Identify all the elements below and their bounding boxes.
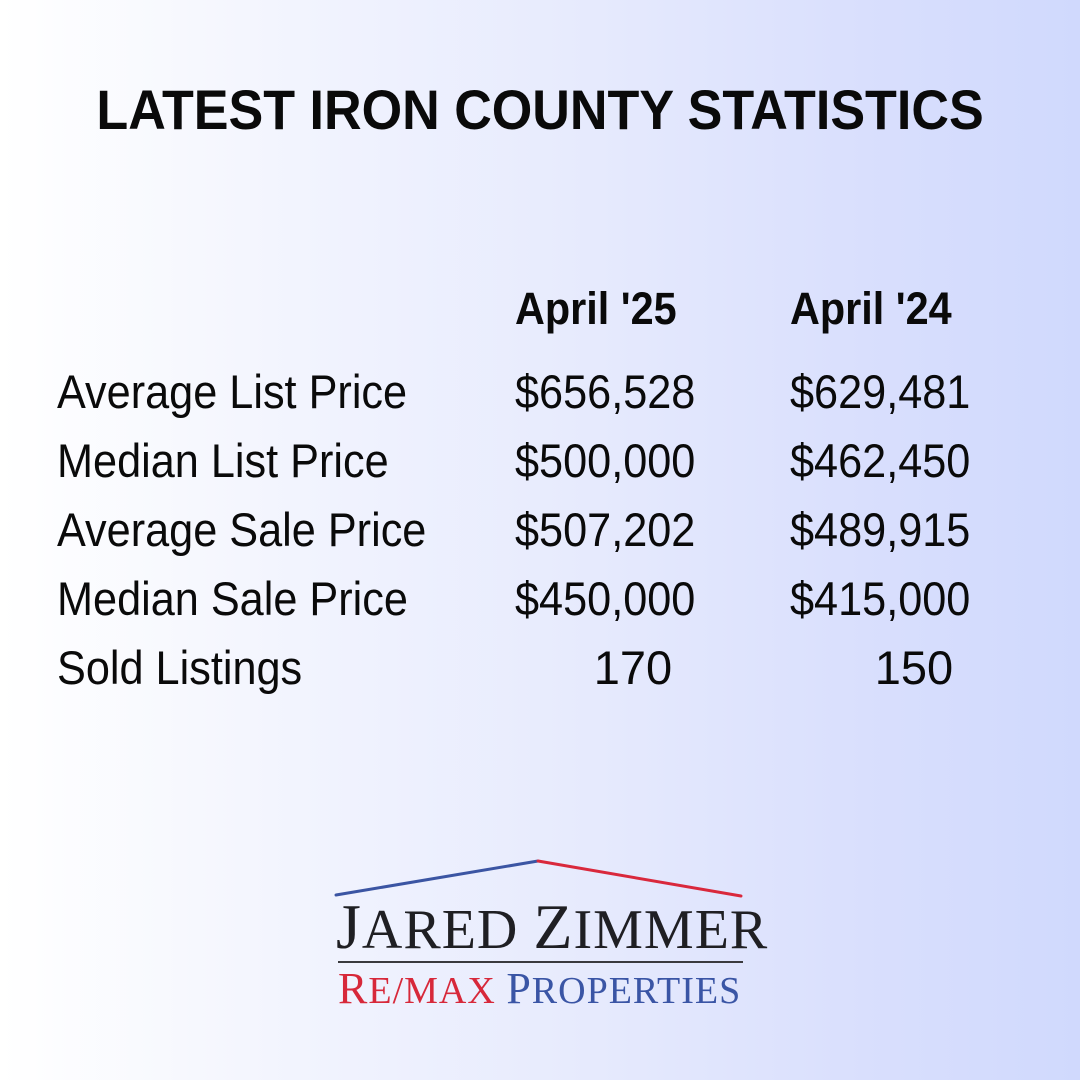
value-current: $507,202 bbox=[515, 503, 696, 556]
value-current: $656,528 bbox=[515, 365, 696, 418]
table-row-average-sale-price: Average Sale Price $507,202 $489,915 bbox=[0, 500, 1080, 569]
column-header-april-25: April '25 bbox=[515, 283, 677, 334]
value-previous: 150 bbox=[874, 641, 954, 694]
remax-text: RE/MAX bbox=[338, 964, 496, 1013]
row-label: Average List Price bbox=[57, 365, 408, 418]
value-previous: $415,000 bbox=[790, 572, 971, 625]
agent-name: JARED ZIMMER bbox=[336, 891, 769, 962]
page-title-text: LATEST IRON COUNTY STATISTICS bbox=[96, 78, 984, 141]
value-current: $500,000 bbox=[515, 434, 696, 487]
row-label: Sold Listings bbox=[57, 641, 303, 694]
table-row-sold-listings: Sold Listings 170 150 bbox=[0, 638, 1080, 707]
jared-zimmer-remax-logo: JARED ZIMMER RE/MAX PROPERTIES bbox=[330, 850, 769, 1020]
logo-divider bbox=[338, 961, 743, 963]
value-previous: $462,450 bbox=[790, 434, 971, 487]
brokerage-name: RE/MAX PROPERTIES bbox=[338, 967, 741, 1013]
column-header-april-24: April '24 bbox=[790, 283, 952, 334]
row-label: Median List Price bbox=[57, 434, 389, 487]
table-row-median-sale-price: Median Sale Price $450,000 $415,000 bbox=[0, 569, 1080, 638]
properties-text: PROPERTIES bbox=[506, 964, 742, 1013]
value-previous: $629,481 bbox=[790, 365, 971, 418]
house-roof-icon bbox=[334, 859, 743, 898]
value-current: 170 bbox=[593, 641, 673, 694]
value-previous: $489,915 bbox=[790, 503, 971, 556]
table-row-median-list-price: Median List Price $500,000 $462,450 bbox=[0, 431, 1080, 500]
value-current: $450,000 bbox=[515, 572, 696, 625]
page-title: LATEST IRON COUNTY STATISTICS bbox=[0, 78, 1080, 142]
row-label: Average Sale Price bbox=[57, 503, 427, 556]
table-row-average-list-price: Average List Price $656,528 $629,481 bbox=[0, 362, 1080, 431]
row-label: Median Sale Price bbox=[57, 572, 408, 625]
